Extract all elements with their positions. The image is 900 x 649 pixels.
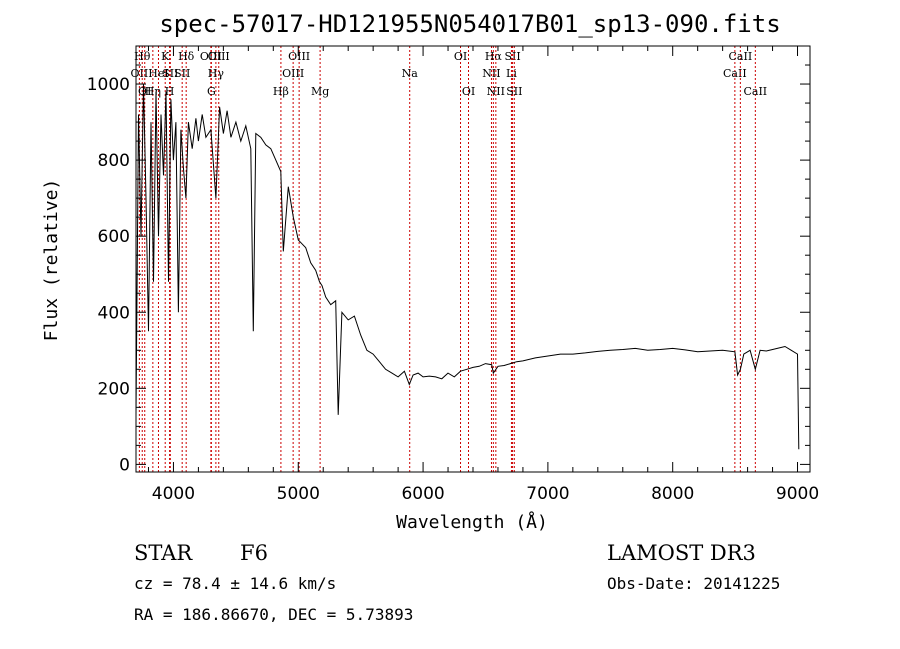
line-marker-label-11: Hγ [208, 67, 225, 80]
x-tick-label: 8000 [651, 484, 694, 504]
y-tick-label: 400 [98, 303, 130, 323]
y-tick-label: 800 [98, 151, 130, 171]
line-marker-label-24: Li [506, 67, 517, 80]
y-axis-label: Flux (relative) [41, 179, 62, 342]
line-marker-label-17: Mg [311, 85, 329, 98]
line-marker-label-15: OIII [282, 67, 304, 80]
observation-date: Obs-Date: 20141225 [607, 574, 780, 593]
line-marker-label-21: NII [482, 67, 500, 80]
line-marker-label-20: OI [462, 85, 475, 98]
object-subclass: F6 [240, 541, 268, 565]
redshift-velocity: cz = 78.4 ± 14.6 km/s [134, 574, 336, 593]
line-marker-label-4: HeI [148, 67, 168, 80]
line-marker-label-18: Na [402, 67, 419, 80]
x-tick-label: 9000 [776, 484, 819, 504]
line-marker-label-22: Hα [485, 50, 503, 63]
x-tick-label: 5000 [277, 484, 320, 504]
y-tick-label: 600 [98, 227, 130, 247]
x-axis-label: Wavelength (Å) [396, 511, 548, 533]
line-marker-label-7: H [165, 85, 175, 98]
y-tick-label: 1000 [87, 75, 130, 95]
y-tick-label: 200 [98, 379, 130, 399]
line-marker-label-16: OIII [288, 50, 310, 63]
line-marker-label-12: G [207, 85, 216, 98]
line-marker-label-10: OIII [200, 50, 222, 63]
line-marker-label-3: Hη [145, 85, 161, 98]
plot-frame [135, 45, 811, 473]
line-marker-label-0: OII [131, 67, 149, 80]
spectrum-line [135, 83, 800, 450]
line-marker-label-19: OI [454, 50, 467, 63]
x-tick-label: 4000 [152, 484, 195, 504]
line-marker-label-2: OI [138, 85, 151, 98]
line-markers: OIIHθOIHηHeIKSIIHHδSIIOIIIHγGOIIIHβOIIIO… [131, 46, 767, 472]
line-marker-label-28: CaII [729, 50, 753, 63]
line-marker-label-13: OIII [208, 50, 230, 63]
x-axis: 4000 5000 6000 7000 8000 9000 [147, 46, 819, 504]
chart-title: spec-57017-HD121955N054017B01_sp13-090.f… [159, 10, 780, 38]
line-marker-label-14: Hβ [273, 85, 289, 98]
y-axis: 0 200 400 600 800 1000 [87, 64, 810, 475]
coordinates: RA = 186.86670, DEC = 5.73893 [134, 605, 413, 624]
object-class: STAR [134, 541, 193, 565]
line-marker-label-26: SII [506, 85, 522, 98]
line-marker-label-8: Hδ [178, 50, 195, 63]
line-marker-label-23: NII [487, 85, 505, 98]
line-marker-label-27: CaII [723, 67, 747, 80]
x-tick-label: 7000 [526, 484, 569, 504]
line-marker-label-9: SII [174, 67, 190, 80]
line-marker-label-29: CaII [743, 85, 767, 98]
spectrum-series [135, 83, 800, 450]
x-tick-label: 6000 [401, 484, 444, 504]
line-marker-label-5: K [161, 50, 170, 63]
survey-name: LAMOST DR3 [607, 541, 756, 565]
y-tick-label: 0 [119, 455, 130, 475]
line-marker-label-6: SII [162, 67, 178, 80]
line-marker-label-1: Hθ [134, 50, 151, 63]
line-marker-label-25: SII [504, 50, 520, 63]
